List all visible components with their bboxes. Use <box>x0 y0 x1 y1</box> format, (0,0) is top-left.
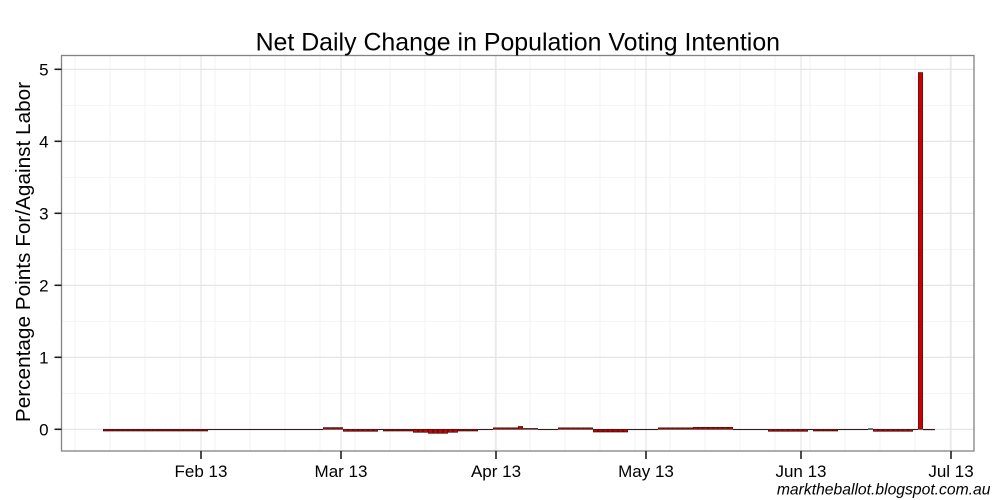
svg-text:May 13: May 13 <box>618 462 674 481</box>
svg-text:5: 5 <box>39 61 48 80</box>
svg-text:marktheballot.blogspot.com.au: marktheballot.blogspot.com.au <box>777 482 991 499</box>
svg-text:Net Daily Change in Population: Net Daily Change in Population Voting In… <box>256 29 780 57</box>
svg-text:1: 1 <box>39 349 48 368</box>
svg-text:3: 3 <box>39 205 48 224</box>
svg-text:Mar 13: Mar 13 <box>315 462 368 481</box>
svg-text:Apr 13: Apr 13 <box>471 462 521 481</box>
svg-text:0: 0 <box>39 421 48 440</box>
svg-text:2: 2 <box>39 277 48 296</box>
svg-text:4: 4 <box>39 133 48 152</box>
svg-text:Feb 13: Feb 13 <box>175 462 228 481</box>
svg-text:Percentage Points For/Against: Percentage Points For/Against Labor <box>12 82 35 422</box>
svg-text:Jun 13: Jun 13 <box>775 462 826 481</box>
svg-text:Jul 13: Jul 13 <box>928 462 973 481</box>
